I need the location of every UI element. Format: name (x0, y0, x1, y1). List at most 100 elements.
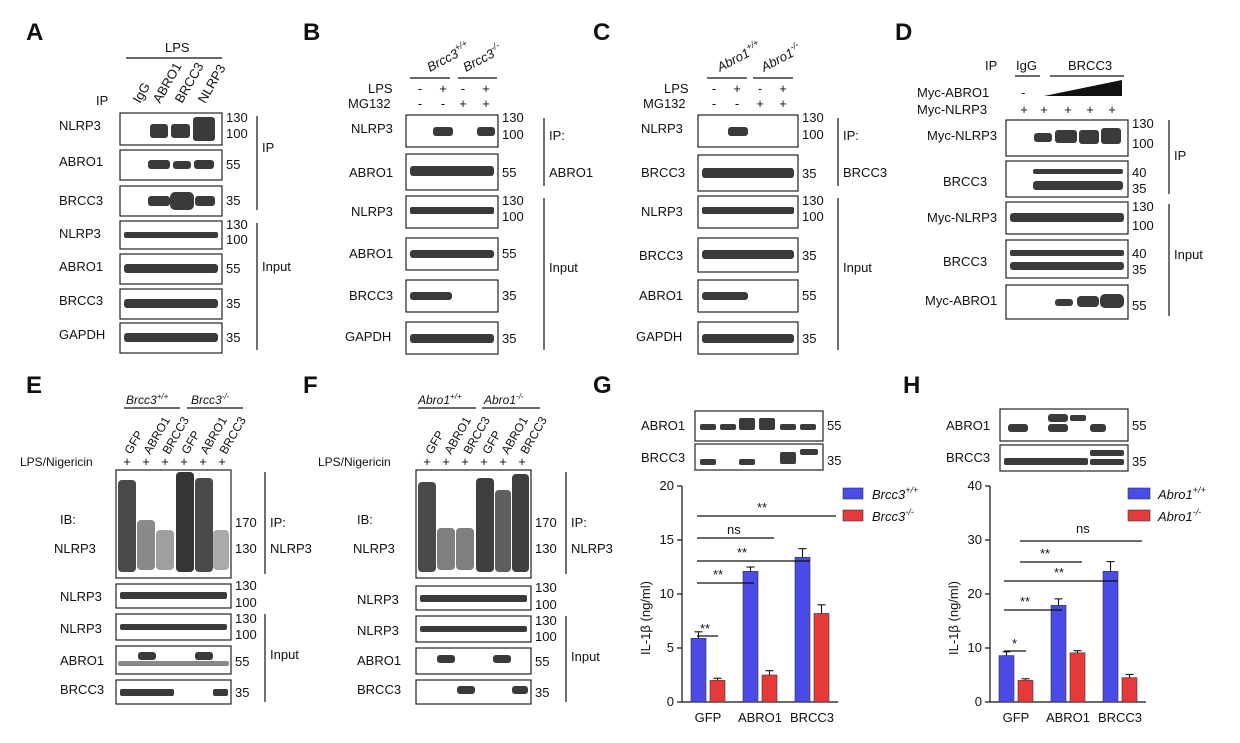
panel-e: E Brcc3+/+ Brcc3-/- GFPABRO1BRCC3GFPABRO… (20, 372, 312, 705)
marker: 130 (1132, 199, 1154, 214)
smear (456, 528, 474, 570)
panel-label: A (26, 19, 43, 46)
y-tick-label: 30 (968, 532, 982, 547)
sign: - (735, 96, 739, 111)
blot-label: ABRO1 (59, 259, 103, 274)
sign: - (712, 81, 716, 96)
bar-chart: 0 10 20 30 40 GFP ABRO1 BRCC3 (968, 478, 1146, 725)
marker: 100 (1132, 136, 1154, 151)
marker: 130 (535, 541, 557, 556)
ip-column: IgG (1016, 58, 1037, 73)
smear (118, 480, 136, 572)
band (1070, 415, 1086, 421)
blot-box (1005, 239, 1129, 279)
sign: + (180, 454, 188, 469)
x-tick-label: GFP (695, 710, 722, 725)
blot-label: BRCC3 (59, 293, 103, 308)
bar (761, 674, 778, 703)
blot-label: Myc-ABRO1 (925, 293, 997, 308)
marker: 55 (1132, 298, 1146, 313)
group-label: Input (262, 259, 291, 274)
band (739, 459, 755, 465)
marker: 130 (235, 611, 257, 626)
marker: 55 (1132, 418, 1146, 433)
group-label: IP (262, 140, 274, 155)
y-axis-label: IL-1β (ng/ml) (946, 581, 961, 655)
blot-label: BRCC3 (639, 248, 683, 263)
band (410, 292, 452, 300)
condition-signs: + + + + + + (423, 454, 526, 469)
marker: 130 (235, 541, 257, 556)
marker: 35 (226, 296, 240, 311)
condition-signs: + + + + + (1020, 102, 1116, 117)
band (437, 655, 455, 663)
row-label: MG132 (643, 96, 686, 111)
band (150, 124, 168, 138)
marker: 35 (802, 248, 816, 263)
band (800, 424, 816, 430)
marker: 35 (226, 193, 240, 208)
marker: 35 (502, 288, 516, 303)
legend: Abro1+/+ Abro1-/- (1127, 485, 1206, 524)
band (702, 250, 794, 259)
band (1004, 458, 1088, 465)
sign: + (499, 454, 507, 469)
sign: - (758, 81, 762, 96)
blot-box (415, 647, 532, 675)
marker: 100 (1132, 218, 1154, 233)
x-tick-label: BRCC3 (790, 710, 834, 725)
blot-label: NLRP3 (641, 204, 683, 219)
blot-label: BRCC3 (943, 254, 987, 269)
condition-signs: + + + + + + (123, 454, 226, 469)
marker: 130 (502, 193, 524, 208)
marker: 55 (226, 261, 240, 276)
band (720, 424, 736, 430)
blot-label: GAPDH (636, 329, 682, 344)
x-tick-label: ABRO1 (738, 710, 782, 725)
sig-label: * (1012, 636, 1017, 651)
group-label: NLRP3 (571, 541, 613, 556)
blot-label: BRCC3 (357, 682, 401, 697)
bar (1050, 605, 1067, 703)
marker: 40 (1132, 246, 1146, 261)
band (120, 689, 174, 696)
band (148, 160, 170, 169)
condition-signs: - + - +- - + + (712, 81, 787, 111)
marker: 55 (802, 288, 816, 303)
y-axis-label: IL-1β (ng/ml) (638, 581, 653, 655)
group-label: IP: (549, 128, 565, 143)
blot-label: NLRP3 (59, 226, 101, 241)
band (410, 166, 494, 176)
condition-signs: - + - +- - + + (418, 81, 490, 111)
y-tick-label: 0 (667, 694, 674, 709)
significance: ** ** ** ns ** (697, 500, 836, 637)
band (1090, 459, 1124, 465)
band (702, 207, 794, 214)
marker: 55 (827, 418, 841, 433)
smear (512, 474, 529, 572)
treatment-label: LPS/Nigericin (20, 455, 93, 469)
marker: 100 (226, 232, 248, 247)
band (493, 655, 511, 663)
blot-label: NLRP3 (351, 204, 393, 219)
sig-label: ** (757, 500, 767, 515)
band (118, 661, 229, 666)
sign: + (733, 81, 741, 96)
smear (176, 472, 194, 572)
x-tick-label: BRCC3 (1098, 710, 1142, 725)
blot-label: NLRP3 (641, 121, 683, 136)
sig-label: ns (1076, 521, 1090, 536)
lane-label: GFP (422, 428, 446, 456)
panel-label: E (26, 372, 42, 399)
genotype-label: Abro1-/- (483, 392, 524, 407)
band (171, 124, 190, 138)
sig-label: ** (1054, 565, 1064, 580)
bar (998, 655, 1015, 703)
ib-label: IB: (357, 512, 373, 527)
group-label: IP: (843, 128, 859, 143)
marker: 130 (235, 578, 257, 593)
band (195, 196, 215, 206)
blot-label: ABRO1 (60, 653, 104, 668)
marker: 130 (226, 217, 248, 232)
sign: - (712, 96, 716, 111)
